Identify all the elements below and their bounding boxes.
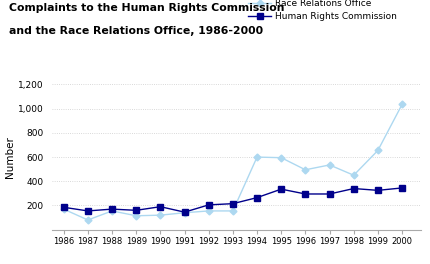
Race Relations Office <box>158 214 163 217</box>
Human Rights Commission <box>110 208 115 211</box>
Human Rights Commission <box>158 205 163 208</box>
Human Rights Commission <box>182 211 187 214</box>
Human Rights Commission <box>399 186 405 190</box>
Race Relations Office <box>399 103 405 106</box>
Text: Complaints to the Human Rights Commission: Complaints to the Human Rights Commissio… <box>9 3 284 13</box>
Line: Human Rights Commission: Human Rights Commission <box>61 185 405 215</box>
Race Relations Office <box>375 149 381 152</box>
Race Relations Office <box>351 174 356 177</box>
Legend: Race Relations Office, Human Rights Commission: Race Relations Office, Human Rights Comm… <box>249 0 397 21</box>
Human Rights Commission <box>351 187 356 190</box>
Human Rights Commission <box>279 187 284 191</box>
Race Relations Office <box>182 211 187 214</box>
Human Rights Commission <box>303 192 308 196</box>
Race Relations Office <box>255 155 260 159</box>
Race Relations Office <box>327 163 332 167</box>
Race Relations Office <box>206 209 211 213</box>
Race Relations Office <box>134 214 139 217</box>
Human Rights Commission <box>61 206 66 209</box>
Human Rights Commission <box>230 202 236 205</box>
Human Rights Commission <box>134 209 139 212</box>
Race Relations Office <box>61 208 66 211</box>
Race Relations Office <box>279 156 284 159</box>
Race Relations Office <box>303 168 308 171</box>
Human Rights Commission <box>327 192 332 196</box>
Human Rights Commission <box>255 196 260 199</box>
Text: and the Race Relations Office, 1986-2000: and the Race Relations Office, 1986-2000 <box>9 26 263 36</box>
Human Rights Commission <box>206 203 211 206</box>
Race Relations Office <box>85 218 90 221</box>
Human Rights Commission <box>375 189 381 192</box>
Human Rights Commission <box>85 209 90 213</box>
Race Relations Office <box>230 209 236 213</box>
Line: Race Relations Office: Race Relations Office <box>61 102 405 223</box>
Y-axis label: Number: Number <box>6 136 15 178</box>
Race Relations Office <box>110 209 115 213</box>
